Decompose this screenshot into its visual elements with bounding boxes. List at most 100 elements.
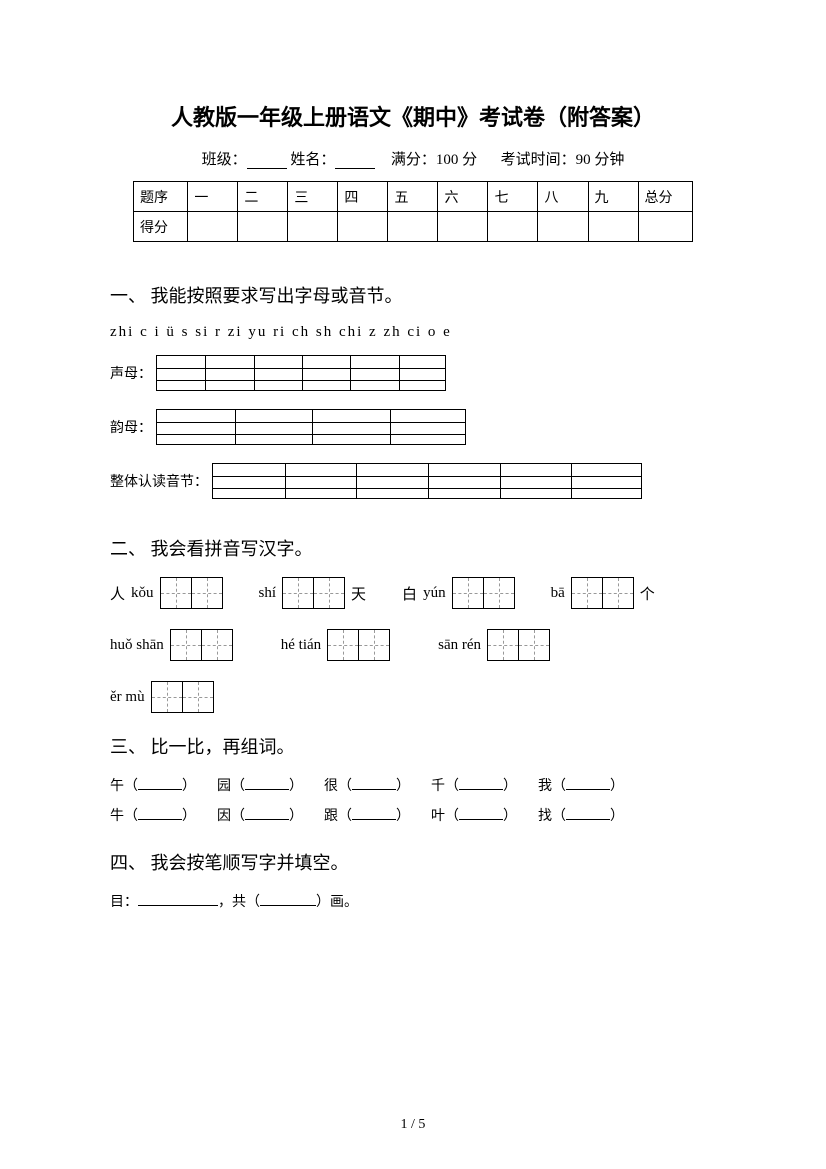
zhengti-grid[interactable] [212,463,642,499]
zhengti-label: 整体认读音节： [110,471,208,491]
score-cell[interactable] [638,212,692,242]
q4-blank-count[interactable] [260,905,316,906]
q2-pinyin: ěr mù [110,689,145,706]
q2-post-text: 天 [351,583,366,604]
q3-line: 午（） 园（） 很（） 千（） 我（） [110,775,716,795]
q3-close: ） [182,779,189,794]
score-cell[interactable] [538,212,588,242]
tian-grid[interactable] [170,629,233,661]
yunmu-grid[interactable] [156,409,466,445]
q4-blank-strokes[interactable] [138,905,218,906]
tian-grid[interactable] [571,577,634,609]
tian-grid[interactable] [160,577,223,609]
q3-close: ） [610,809,624,824]
page-number: 1 / 5 [0,1117,826,1133]
q3-close: ） [503,779,510,794]
score-table: 题序 一 二 三 四 五 六 七 八 九 总分 得分 [133,181,693,242]
q3-blank[interactable] [138,789,182,790]
col-2: 二 [238,182,288,212]
shengmu-label: 声母： [110,363,152,383]
q3-close: ） [289,809,296,824]
q2-pre-text: 白 [402,583,417,604]
tian-cell[interactable] [452,577,484,609]
q3-blank[interactable] [245,789,289,790]
time-value: 90 分钟 [576,152,625,168]
time-label: 考试时间： [501,152,576,168]
q2-row: huǒ shānhé tiánsān rén [110,629,716,661]
q3-char: 因（ [217,809,245,824]
tian-cell[interactable] [151,681,183,713]
tian-cell[interactable] [518,629,550,661]
q2-pre-text: 人 [110,583,125,604]
q3-char: 千（ [431,779,459,794]
q2-pinyin: bā [551,585,565,602]
col-5: 五 [388,182,438,212]
q3-char: 叶（ [431,809,459,824]
q1-shengmu-row: 声母： [110,355,716,391]
col-7: 七 [488,182,538,212]
tian-grid[interactable] [282,577,345,609]
q3-blank[interactable] [459,819,503,820]
tian-grid[interactable] [487,629,550,661]
q3-char: 我（ [538,779,566,794]
tian-grid[interactable] [327,629,390,661]
score-cell[interactable] [288,212,338,242]
q4-line: 目：，共（）画。 [110,891,716,911]
score-cell[interactable] [388,212,438,242]
tian-cell[interactable] [487,629,519,661]
shengmu-grid[interactable] [156,355,446,391]
q3-line: 牛（） 因（） 跟（） 叶（） 找（） [110,805,716,825]
q4-end: ）画。 [316,895,358,910]
q3-container: 午（） 园（） 很（） 千（） 我（）牛（） 因（） 跟（） 叶（） 找（） [110,775,716,825]
tian-grid[interactable] [151,681,214,713]
tian-cell[interactable] [282,577,314,609]
q3-blank[interactable] [245,819,289,820]
tian-cell[interactable] [182,681,214,713]
q3-blank[interactable] [566,819,610,820]
q3-blank[interactable] [459,789,503,790]
col-3: 三 [288,182,338,212]
tian-cell[interactable] [483,577,515,609]
tian-cell[interactable] [571,577,603,609]
score-cell[interactable] [338,212,388,242]
q3-close: ） [396,779,403,794]
q4-char: 目： [110,895,138,910]
score-cell[interactable] [488,212,538,242]
q3-char: 跟（ [324,809,352,824]
tian-cell[interactable] [327,629,359,661]
q1-zhengti-row: 整体认读音节： [110,463,716,499]
q3-char: 午（ [110,779,138,794]
col-4: 四 [338,182,388,212]
score-cell[interactable] [188,212,238,242]
header-label: 题序 [134,182,188,212]
q2-row: ěr mù [110,681,716,713]
q3-blank[interactable] [566,789,610,790]
q2-row: 人 kǒushí天白 yúnbā个 [110,577,716,609]
tian-cell[interactable] [313,577,345,609]
q2-post-text: 个 [640,583,655,604]
tian-cell[interactable] [160,577,192,609]
q3-blank[interactable] [138,819,182,820]
q4-title: 四、 我会按笔顺写字并填空。 [110,849,716,875]
q3-blank[interactable] [352,819,396,820]
q3-blank[interactable] [352,789,396,790]
class-blank[interactable] [247,168,287,169]
q3-close: ） [182,809,189,824]
score-cell[interactable] [588,212,638,242]
tian-cell[interactable] [170,629,202,661]
tian-cell[interactable] [602,577,634,609]
score-cell[interactable] [238,212,288,242]
class-label: 班级： [202,152,247,168]
tian-cell[interactable] [201,629,233,661]
q2-pinyin: sān rén [438,637,481,654]
tian-cell[interactable] [191,577,223,609]
tian-cell[interactable] [358,629,390,661]
yunmu-label: 韵母： [110,417,152,437]
q1-pinyin-list: zhi c i ü s si r zi yu ri ch sh chi z zh… [110,324,716,341]
q2-pinyin: yún [423,585,446,602]
tian-grid[interactable] [452,577,515,609]
score-cell[interactable] [438,212,488,242]
fullscore-label: 满分： [391,152,436,168]
name-blank[interactable] [335,168,375,169]
q2-pinyin: kǒu [131,585,154,602]
